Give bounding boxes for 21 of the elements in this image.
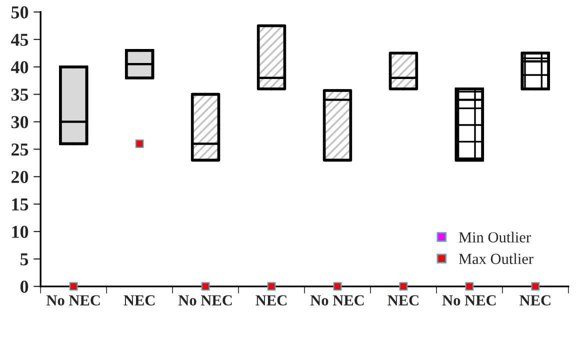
y-tick-label: 25 — [12, 144, 28, 156]
y-tick-label: 40 — [10, 61, 28, 74]
y-tick-label: 45 — [10, 34, 28, 46]
y-tick-label: 5 — [20, 253, 28, 266]
y-tick-label: 50 — [11, 6, 28, 18]
x-tick-label: No NEC — [46, 295, 100, 306]
y-tick-label: 0 — [20, 280, 28, 293]
y-tick-label: 20 — [12, 170, 28, 184]
x-tick-label: No NEC — [178, 295, 232, 306]
x-tick-label: No NEC — [310, 295, 364, 306]
y-tick-label: 15 — [12, 198, 28, 211]
x-tick-label: NEC — [124, 295, 155, 306]
x-tick-label: No NEC — [442, 295, 496, 306]
x-tick-label: NEC — [256, 295, 286, 306]
y-tick-label: 35 — [11, 88, 28, 101]
y-tick-label: 30 — [11, 116, 28, 128]
y-tick-label: 10 — [12, 226, 28, 238]
x-tick-label: NEC — [388, 295, 418, 306]
legend-label: Min Outlier — [458, 232, 531, 242]
x-tick-label: NEC — [520, 295, 550, 306]
legend-label: Max Outlier — [458, 253, 534, 264]
